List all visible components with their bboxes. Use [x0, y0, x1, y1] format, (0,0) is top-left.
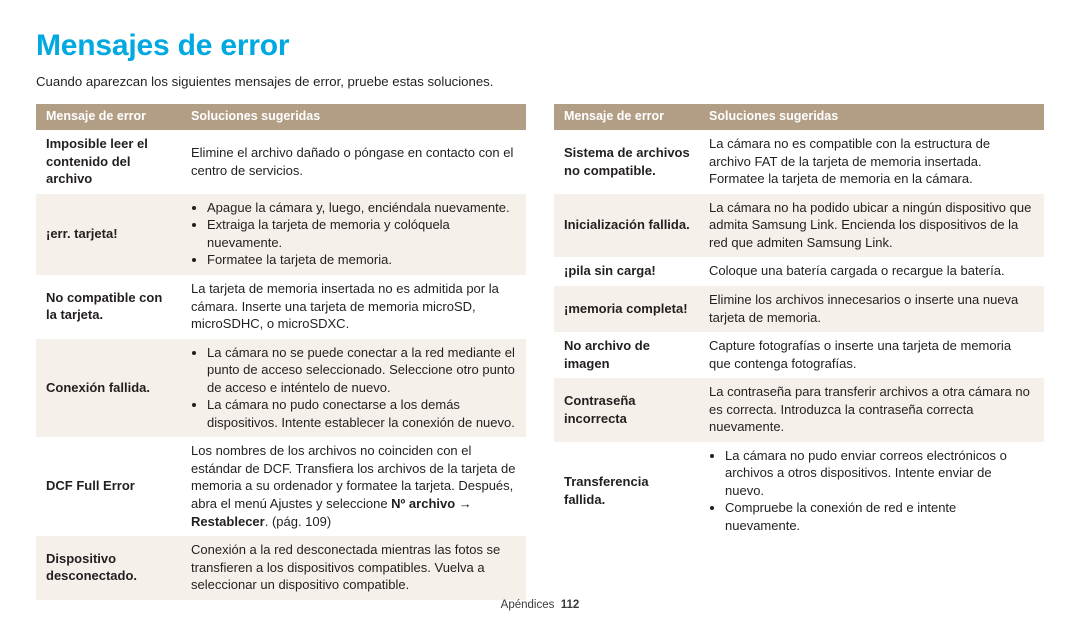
error-table-left: Mensaje de error Soluciones sugeridas Im…: [36, 104, 526, 599]
solution-cell: Conexión a la red desconectada mientras …: [181, 536, 526, 600]
solution-cell: Coloque una batería cargada o recargue l…: [699, 257, 1044, 286]
error-name-cell: ¡memoria completa!: [554, 286, 699, 332]
solution-list-item: La cámara no se puede conectar a la red …: [207, 344, 516, 397]
error-name-cell: Dispositivo desconectado.: [36, 536, 181, 600]
solution-list-item: Extraiga la tarjeta de memoria y colóque…: [207, 216, 516, 251]
table-row: Dispositivo desconectado.Conexión a la r…: [36, 536, 526, 600]
error-name-cell: Inicialización fallida.: [554, 194, 699, 258]
error-name-cell: Sistema de archivos no compatible.: [554, 130, 699, 194]
intro-text: Cuando aparezcan los siguientes mensajes…: [36, 73, 1044, 91]
table-row: ¡memoria completa!Elimine los archivos i…: [554, 286, 1044, 332]
solution-cell: La cámara no ha podido ubicar a ningún d…: [699, 194, 1044, 258]
error-name-cell: Imposible leer el contenido del archivo: [36, 130, 181, 194]
error-name-cell: Conexión fallida.: [36, 339, 181, 438]
table-row: Inicialización fallida.La cámara no ha p…: [554, 194, 1044, 258]
table-header-error: Mensaje de error: [554, 104, 699, 130]
table-row: DCF Full ErrorLos nombres de los archivo…: [36, 437, 526, 536]
solution-cell: Elimine los archivos innecesarios o inse…: [699, 286, 1044, 332]
table-row: Contraseña incorrectaLa contraseña para …: [554, 378, 1044, 442]
error-name-cell: ¡pila sin carga!: [554, 257, 699, 286]
solution-cell: La cámara no es compatible con la estruc…: [699, 130, 1044, 194]
solution-list-item: La cámara no pudo conectarse a los demás…: [207, 396, 516, 431]
solution-cell: Los nombres de los archivos no coinciden…: [181, 437, 526, 536]
table-row: ¡err. tarjeta! Apague la cámara y, luego,…: [36, 194, 526, 275]
error-name-cell: Transferencia fallida.: [554, 442, 699, 541]
solution-list-item: Apague la cámara y, luego, enciéndala nu…: [207, 199, 516, 217]
table-row: Imposible leer el contenido del archivoE…: [36, 130, 526, 194]
page: Mensajes de error Cuando aparezcan los s…: [0, 0, 1080, 600]
solution-list-item: Formatee la tarjeta de memoria.: [207, 251, 516, 269]
solution-cell: Elimine el archivo dañado o póngase en c…: [181, 130, 526, 194]
table-body-left: Imposible leer el contenido del archivoE…: [36, 130, 526, 600]
error-name-cell: ¡err. tarjeta!: [36, 194, 181, 275]
table-row: Sistema de archivos no compatible.La cám…: [554, 130, 1044, 194]
column-right: Mensaje de error Soluciones sugeridas Si…: [554, 104, 1044, 599]
table-row: Transferencia fallida. La cámara no pudo …: [554, 442, 1044, 541]
table-row: Conexión fallida. La cámara no se puede c…: [36, 339, 526, 438]
table-row: No archivo de imagenCapture fotografías …: [554, 332, 1044, 378]
solution-cell: Apague la cámara y, luego, enciéndala nu…: [181, 194, 526, 275]
solution-cell: La tarjeta de memoria insertada no es ad…: [181, 275, 526, 339]
solution-list: Apague la cámara y, luego, enciéndala nu…: [191, 199, 516, 269]
solution-cell: La cámara no pudo enviar correos electró…: [699, 442, 1044, 541]
table-header-solution: Soluciones sugeridas: [181, 104, 526, 130]
solution-cell: Capture fotografías o inserte una tarjet…: [699, 332, 1044, 378]
solution-list-item: La cámara no pudo enviar correos electró…: [725, 447, 1034, 500]
table-header-solution: Soluciones sugeridas: [699, 104, 1044, 130]
error-name-cell: No compatible con la tarjeta.: [36, 275, 181, 339]
solution-list: La cámara no se puede conectar a la red …: [191, 344, 516, 432]
error-name-cell: DCF Full Error: [36, 437, 181, 536]
footer-section: Apéndices: [501, 599, 555, 611]
solution-list-item: Compruebe la conexión de red e intente n…: [725, 499, 1034, 534]
footer-page-number: 112: [561, 599, 580, 611]
solution-cell: La cámara no se puede conectar a la red …: [181, 339, 526, 438]
solution-list: La cámara no pudo enviar correos electró…: [709, 447, 1034, 535]
error-table-right: Mensaje de error Soluciones sugeridas Si…: [554, 104, 1044, 540]
column-left: Mensaje de error Soluciones sugeridas Im…: [36, 104, 526, 599]
table-row: No compatible con la tarjeta.La tarjeta …: [36, 275, 526, 339]
table-body-right: Sistema de archivos no compatible.La cám…: [554, 130, 1044, 540]
page-title: Mensajes de error: [36, 26, 1044, 67]
page-footer: Apéndices 112: [0, 598, 1080, 614]
solution-cell: La contraseña para transferir archivos a…: [699, 378, 1044, 442]
error-name-cell: No archivo de imagen: [554, 332, 699, 378]
table-header-error: Mensaje de error: [36, 104, 181, 130]
error-name-cell: Contraseña incorrecta: [554, 378, 699, 442]
columns-wrapper: Mensaje de error Soluciones sugeridas Im…: [36, 104, 1044, 599]
table-row: ¡pila sin carga!Coloque una batería carg…: [554, 257, 1044, 286]
